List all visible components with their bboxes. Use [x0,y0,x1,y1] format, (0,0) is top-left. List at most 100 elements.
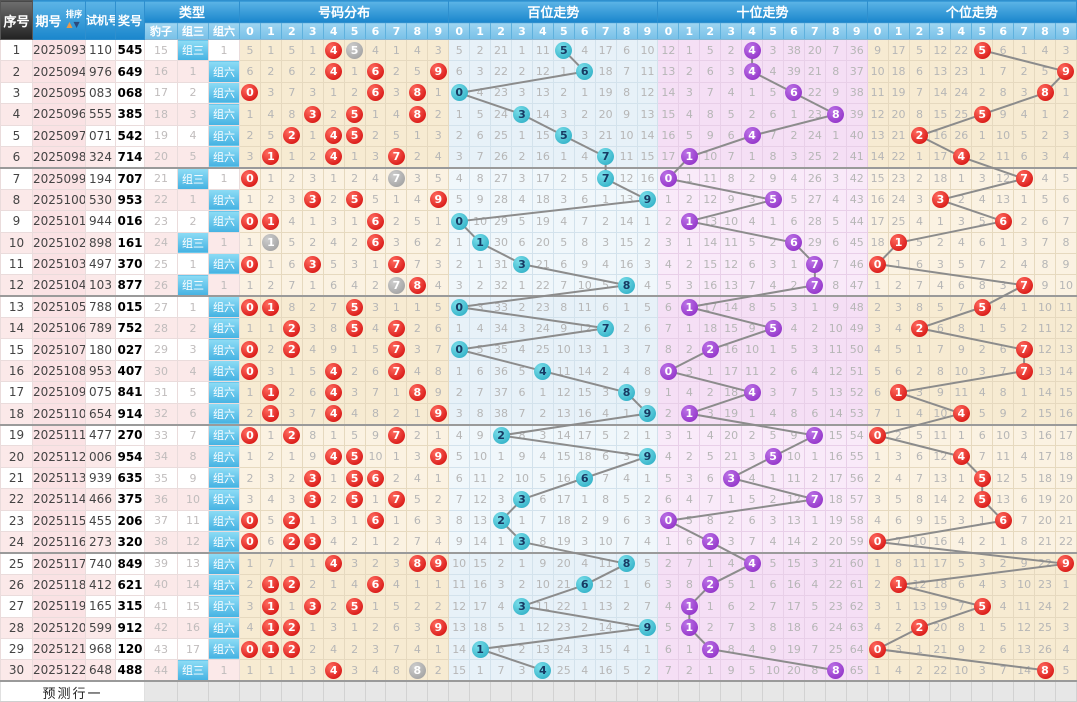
zu6-cell: 组六 [207,402,241,426]
miss-cell: 5 [573,167,596,190]
prize-cell: 206 [115,509,145,532]
leopard-cell: 43 [144,637,178,661]
miss-cell: 9 [824,295,847,319]
miss-cell: 4 [594,402,617,426]
miss-cell: 6 [887,509,910,532]
miss-cell: 26 [803,167,826,190]
miss-cell: 0 [657,167,680,190]
miss-cell: 10 [929,402,952,426]
footer-cell [741,680,764,701]
miss-cell: 5 [301,359,324,383]
miss-cell: 1 [301,274,324,298]
miss-cell: 5 [720,103,743,126]
leopard-cell: 30 [144,359,178,383]
period-column-header[interactable]: 期号 排序 ▲▼ [32,0,86,40]
miss-cell: 1 [343,338,366,361]
footer-cell [301,680,324,701]
miss-cell: 8 [1013,530,1036,554]
miss-cell: 2 [782,124,805,147]
miss-cell: 11 [1013,595,1036,618]
seq-cell: 17 [0,381,33,404]
miss-cell: 2 [280,124,303,147]
sort-ascending-icon[interactable]: ▲ [66,20,74,29]
seq-column-header[interactable]: 序号 [0,0,33,40]
zu3-cell: 2 [177,81,209,105]
miss-cell: 8 [511,424,533,447]
miss-cell: 7 [824,38,847,62]
prize-cell: 270 [115,424,145,447]
miss-cell: 4 [741,60,764,83]
miss-cell: 7 [720,145,743,169]
miss-cell: 4 [950,445,973,468]
miss-cell: 6 [364,210,387,233]
digit-circle: 5 [973,490,991,508]
digit-header: 0 [866,22,889,40]
miss-cell: 8 [950,317,973,340]
miss-cell: 1 [511,552,533,575]
miss-cell: 6 [699,60,722,83]
miss-cell: 2 [929,231,952,254]
miss-cell: 23 [803,103,826,126]
miss-cell: 7 [406,252,429,276]
miss-cell: 1 [971,60,994,83]
digit-circle: 3 [513,533,531,551]
period-cell: 2025121 [32,637,86,661]
digit-circle: 7 [806,255,824,273]
miss-cell: 8 [971,274,994,298]
digit-circle: 9 [1057,555,1075,573]
miss-cell: 1 [239,103,261,126]
miss-cell: 5 [741,231,764,254]
miss-cell: 10 [992,124,1015,147]
miss-cell: 4 [1034,167,1056,190]
prize-cell: 954 [115,445,145,468]
miss-cell: 4 [531,445,554,468]
miss-cell: 4 [573,145,596,169]
prize-cell: 407 [115,359,145,383]
sort-descending-icon[interactable]: ▼ [73,20,81,29]
miss-cell: 4 [741,124,764,147]
miss-cell: 3 [950,210,973,233]
miss-cell: 7 [469,381,492,404]
digit-header: 6 [364,22,387,40]
miss-cell: 7 [803,424,826,447]
period-cell: 2025098 [32,145,86,169]
miss-cell: 18 [782,616,805,639]
miss-cell: 1 [239,231,261,254]
miss-cell: 2 [531,402,554,426]
digit-circle: 9 [1057,63,1075,81]
seq-cell: 28 [0,616,33,639]
digit-circle: 7 [597,319,615,337]
miss-cell: 2 [741,103,764,126]
miss-cell: 1 [364,595,387,618]
zu6-cell: 组六 [207,381,241,404]
miss-cell: 4 [573,659,596,683]
test-cell: 180 [85,338,116,361]
table-row: 19 2025111 477 270 33 7 组六 0 1 2 8 1 5 9 7 2 1 4 9 2 8 3 14 17 5… [0,424,1077,447]
miss-cell: 7 [908,274,931,298]
miss-cell: 19 [1054,466,1077,490]
table-row: 18 2025110 654 914 32 6 组六 2 1 3 7 4 4 8 2 1 9 3 8 38 7 2 13 16… [0,402,1077,426]
miss-cell: 4 [866,616,889,639]
digit-circle: 9 [429,619,447,637]
prize-column-header[interactable]: 奖号 [115,0,145,40]
prize-cell: 375 [115,488,145,511]
miss-cell: 5 [259,509,282,532]
digit-header: 3 [720,22,743,40]
digit-header: 8 [406,22,429,40]
digit-circle: 0 [659,170,677,188]
miss-cell: 14 [636,124,659,147]
miss-cell: 18 [824,488,847,511]
miss-cell: 1 [657,188,680,212]
footer-cell [824,680,847,701]
test-column-header[interactable]: 试机号 [85,0,116,40]
prize-cell: 315 [115,595,145,618]
miss-cell: 2 [720,509,743,532]
miss-cell: 20 [531,231,554,254]
miss-cell: 2 [239,573,261,597]
miss-cell: 8 [678,573,701,597]
miss-cell: 2 [406,424,429,447]
miss-cell: 9 [573,252,596,276]
miss-cell: 2 [280,317,303,340]
miss-cell: 9 [720,188,743,212]
miss-cell: 15 [636,145,659,169]
